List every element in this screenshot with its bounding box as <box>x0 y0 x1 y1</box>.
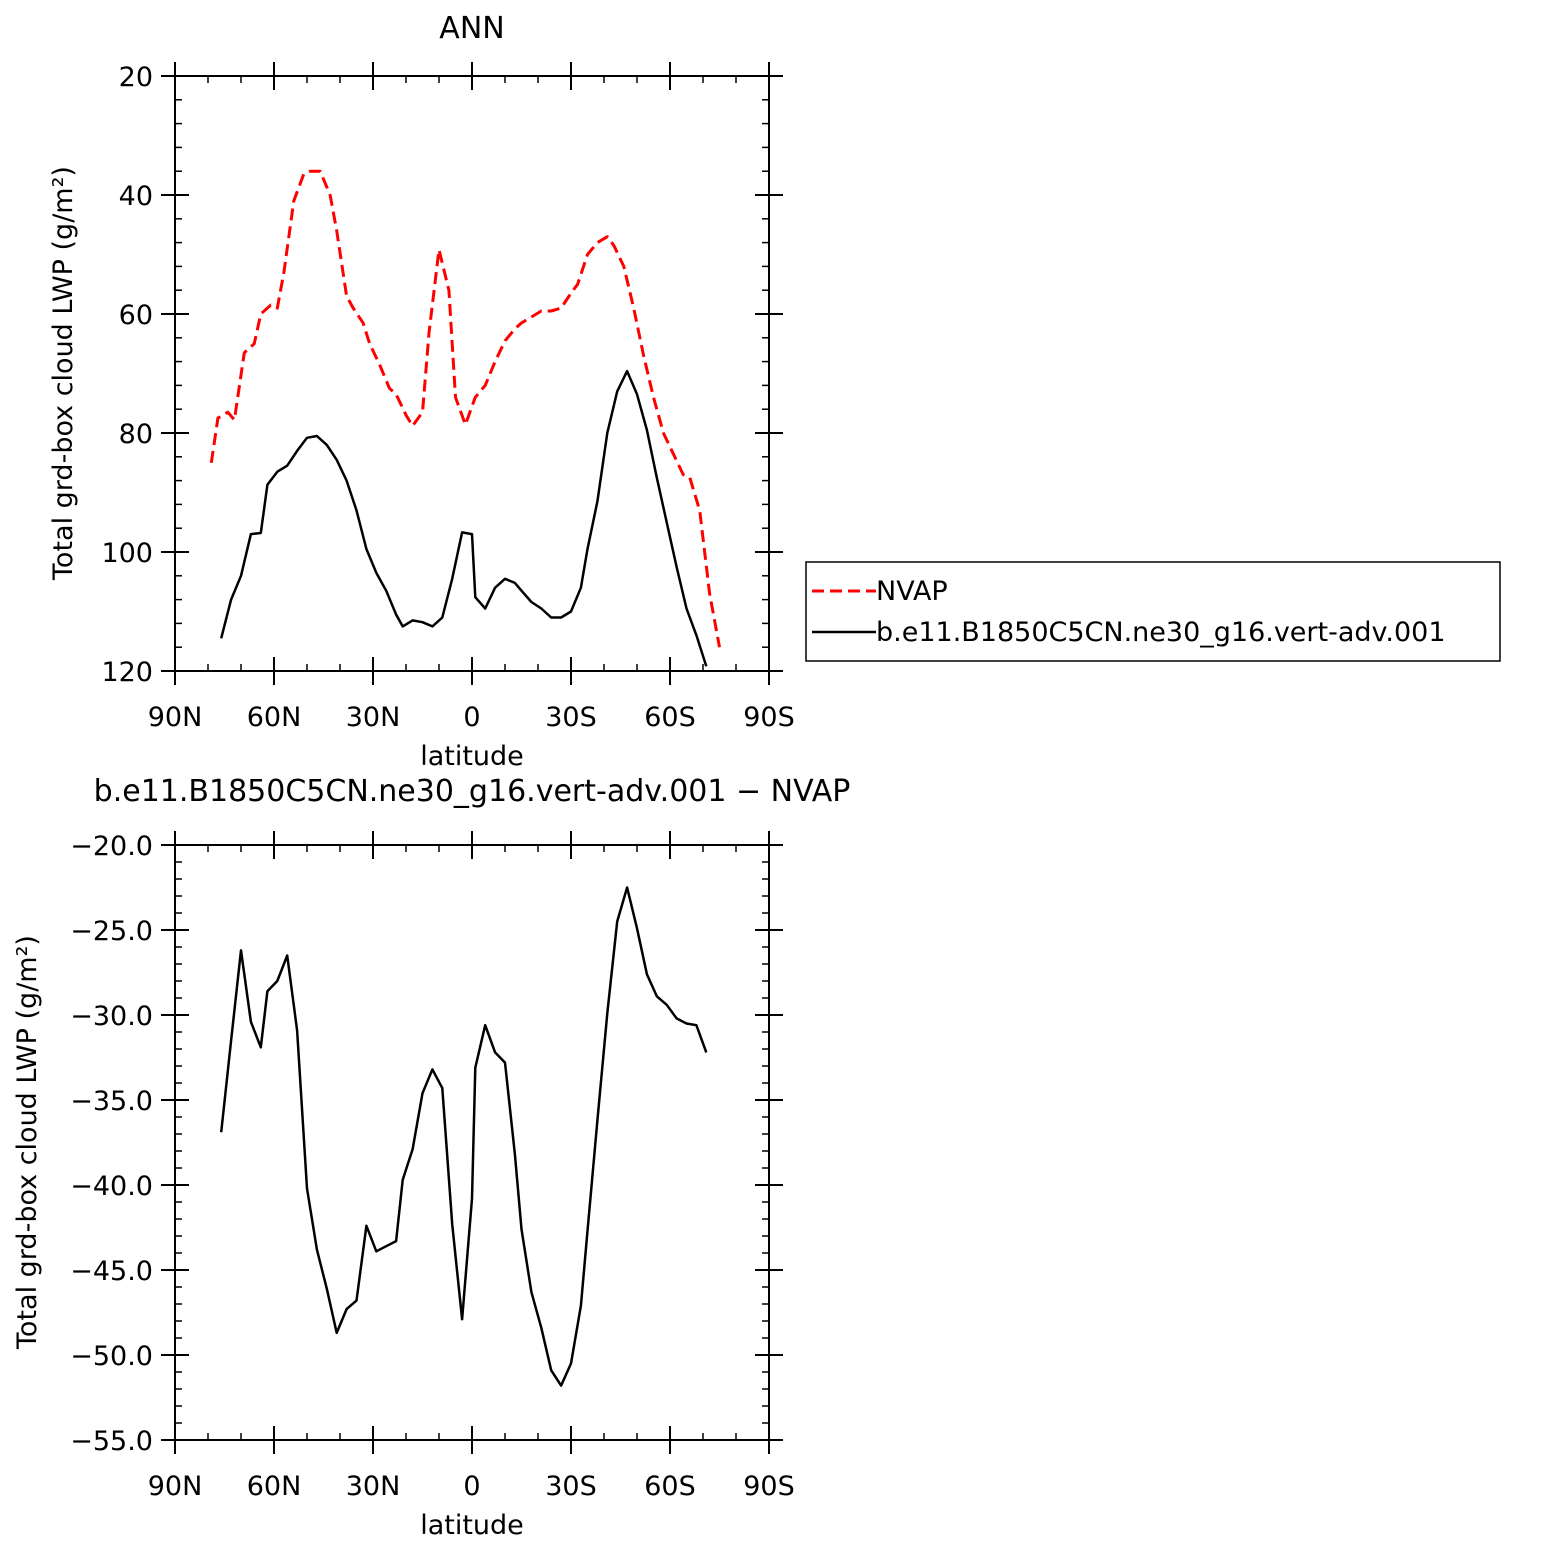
top-legend: NVAP b.e11.B1850C5CN.ne30_g16.vert-adv.0… <box>805 561 1501 662</box>
top-series-lines <box>209 169 721 667</box>
x-tick-label: 30N <box>346 1471 401 1502</box>
top-x-tick-labels: 90N 60N 30N 0 30S 60S 90S <box>148 702 795 733</box>
x-tick-label: 30N <box>346 702 401 733</box>
legend-label-nvap: NVAP <box>876 576 948 607</box>
y-tick-label: 80 <box>119 419 153 450</box>
y-tick-label: −35.0 <box>70 1086 153 1117</box>
top-plot-frame <box>174 75 770 672</box>
y-tick-label: −40.0 <box>70 1171 153 1202</box>
y-tick-label: 100 <box>101 538 153 569</box>
x-tick-label: 90S <box>743 1471 795 1502</box>
x-tick-label: 90N <box>148 1471 203 1502</box>
bottom-y-axis-label: Total grd-box cloud LWP (g/m²) <box>12 935 43 1350</box>
x-tick-label: 30S <box>545 1471 597 1502</box>
top-y-tick-labels: 20 40 60 80 100 120 <box>101 62 153 688</box>
y-tick-label: −45.0 <box>70 1256 153 1287</box>
x-tick-label: 60N <box>247 702 302 733</box>
legend-box <box>805 561 1501 662</box>
y-tick-label: −20.0 <box>70 831 153 862</box>
x-tick-label: 90S <box>743 702 795 733</box>
bottom-panel: b.e11.B1850C5CN.ne30_g16.vert-adv.001 − … <box>12 774 850 1541</box>
bottom-x-tick-labels: 90N 60N 30N 0 30S 60S 90S <box>148 1471 795 1502</box>
top-title: ANN <box>439 11 504 46</box>
y-tick-label: 120 <box>101 657 153 688</box>
bottom-y-tick-labels: −20.0 −25.0 −30.0 −35.0 −40.0 −45.0 −50.0 −55.0 <box>70 831 153 1457</box>
x-tick-label: 0 <box>463 702 480 733</box>
x-tick-label: 60N <box>247 1471 302 1502</box>
series-line-0 <box>219 886 708 1387</box>
y-tick-label: 20 <box>119 62 153 93</box>
legend-label-model: b.e11.B1850C5CN.ne30_g16.vert-adv.001 <box>876 617 1446 648</box>
top-panel: ANN 20 40 60 80 100 120 90N 60N 30N 0 30S 60S 90S l… <box>48 11 1501 772</box>
y-tick-label: −55.0 <box>70 1426 153 1457</box>
series-line-0 <box>209 169 721 648</box>
x-tick-label: 30S <box>545 702 597 733</box>
y-tick-label: −30.0 <box>70 1001 153 1032</box>
bottom-plot-frame <box>174 844 770 1441</box>
top-ticks <box>161 62 783 685</box>
bottom-x-axis-label: latitude <box>420 1510 524 1541</box>
y-tick-label: 60 <box>119 300 153 331</box>
x-tick-label: 60S <box>644 1471 696 1502</box>
top-x-axis-label: latitude <box>420 741 524 772</box>
bottom-ticks <box>161 831 783 1454</box>
x-tick-label: 0 <box>463 1471 480 1502</box>
bottom-title: b.e11.B1850C5CN.ne30_g16.vert-adv.001 − … <box>94 774 851 809</box>
y-tick-label: −25.0 <box>70 916 153 947</box>
x-tick-label: 90N <box>148 702 203 733</box>
y-tick-label: 40 <box>119 181 153 212</box>
x-tick-label: 60S <box>644 702 696 733</box>
series-line-1 <box>219 369 708 667</box>
y-tick-label: −50.0 <box>70 1341 153 1372</box>
bottom-series-lines <box>219 886 708 1387</box>
top-y-axis-label: Total grd-box cloud LWP (g/m²) <box>48 166 79 581</box>
